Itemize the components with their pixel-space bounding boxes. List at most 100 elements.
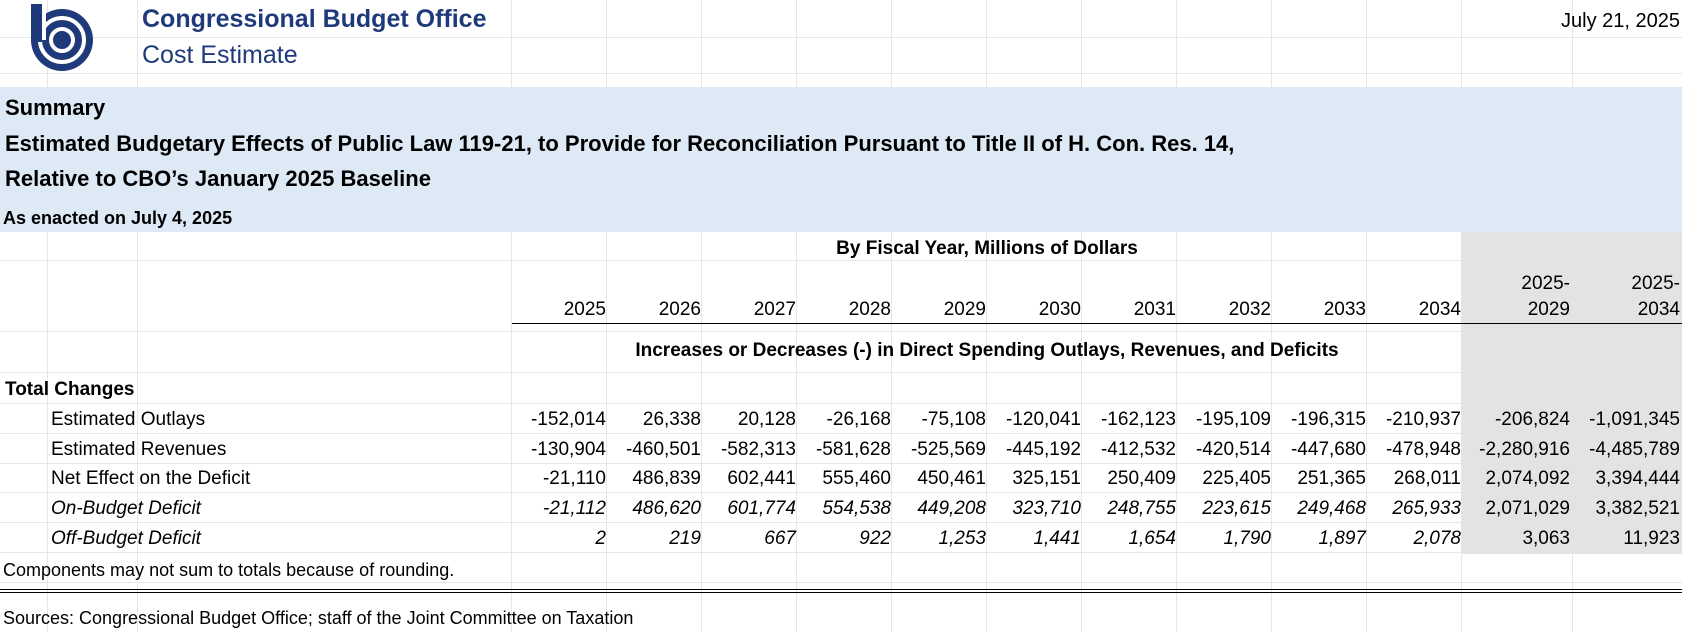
table-cell: 555,460 <box>822 468 891 489</box>
table-cell: 2,071,029 <box>1485 498 1570 519</box>
row-label: Off-Budget Deficit <box>51 528 201 549</box>
year-header: 2027 <box>753 299 796 320</box>
table-cell: 251,365 <box>1297 468 1366 489</box>
grid-col <box>1081 0 1082 632</box>
grid-col <box>47 0 48 632</box>
table-cell: 325,151 <box>1012 468 1081 489</box>
table-cell: -206,824 <box>1494 409 1570 430</box>
summary-band <box>0 87 1682 232</box>
table-cell: -1,091,345 <box>1589 409 1680 430</box>
doc-date: July 21, 2025 <box>1561 10 1680 32</box>
grid-col <box>986 0 987 632</box>
grid-row <box>0 492 1682 493</box>
cbo-logo-icon <box>24 2 96 72</box>
row-label: On-Budget Deficit <box>51 498 201 519</box>
table-cell: 486,839 <box>632 468 701 489</box>
rounding-note: Components may not sum to totals because… <box>3 560 455 580</box>
total-changes-label: Total Changes <box>5 379 135 400</box>
table-cell: -120,041 <box>1005 409 1081 430</box>
table-cell: 1,253 <box>938 528 986 549</box>
table-cell: -412,532 <box>1100 439 1176 460</box>
table-cell: 602,441 <box>727 468 796 489</box>
table-cell: 2,074,092 <box>1485 468 1570 489</box>
grid-row <box>0 37 1682 38</box>
table-cell: 2,078 <box>1413 528 1461 549</box>
table-cell: -152,014 <box>530 409 606 430</box>
year-header: 2025- 2034 <box>1631 273 1680 320</box>
table-cell: 223,615 <box>1202 498 1271 519</box>
grid-row <box>0 260 1682 261</box>
footer-rule <box>0 592 1682 593</box>
summary-title-line-1: Estimated Budgetary Effects of Public La… <box>5 131 1235 156</box>
header-rule <box>512 323 1682 324</box>
table-cell: 1,790 <box>1223 528 1271 549</box>
grid-col <box>1271 0 1272 632</box>
year-header: 2030 <box>1038 299 1081 320</box>
grid-row <box>0 552 1682 553</box>
table-cell: -445,192 <box>1005 439 1081 460</box>
table-cell: 1,654 <box>1128 528 1176 549</box>
year-header: 2025 <box>563 299 606 320</box>
sources-note: Sources: Congressional Budget Office; st… <box>3 608 634 628</box>
doc-type: Cost Estimate <box>142 41 298 69</box>
grid-row <box>0 331 1682 332</box>
grid-row <box>0 403 1682 404</box>
row-label: Estimated Revenues <box>51 439 227 460</box>
year-header: 2033 <box>1323 299 1366 320</box>
grid-col <box>701 0 702 632</box>
table-cell: -478,948 <box>1385 439 1461 460</box>
increases-title: Increases or Decreases (-) in Direct Spe… <box>635 340 1339 361</box>
table-cell: 486,620 <box>632 498 701 519</box>
enacted-date: As enacted on July 4, 2025 <box>3 208 233 228</box>
table-cell: -525,569 <box>910 439 986 460</box>
grid-row <box>0 463 1682 464</box>
grid-row <box>0 582 1682 583</box>
table-cell: -21,110 <box>542 468 606 489</box>
footer-rule <box>0 589 1682 590</box>
table-cell: 3,063 <box>1522 528 1570 549</box>
table-cell: -420,514 <box>1195 439 1271 460</box>
table-cell: -460,501 <box>625 439 701 460</box>
table-cell: 3,382,521 <box>1595 498 1680 519</box>
table-cell: -582,313 <box>720 439 796 460</box>
table-cell: 450,461 <box>917 468 986 489</box>
grid-col <box>137 0 138 632</box>
table-cell: 667 <box>764 528 796 549</box>
row-label: Estimated Outlays <box>51 409 206 430</box>
table-cell: -21,112 <box>542 498 606 519</box>
table-cell: 3,394,444 <box>1595 468 1680 489</box>
summary-title-line-2: Relative to CBO’s January 2025 Baseline <box>5 166 431 191</box>
table-cell: 1,441 <box>1033 528 1081 549</box>
summary-heading: Summary <box>5 95 106 120</box>
grid-col <box>511 0 512 632</box>
table-cell: -447,680 <box>1290 439 1366 460</box>
table-cell: 225,405 <box>1202 468 1271 489</box>
table-cell: 248,755 <box>1107 498 1176 519</box>
table-cell: 268,011 <box>1393 468 1461 489</box>
grid-row <box>0 372 1682 373</box>
fiscal-year-title: By Fiscal Year, Millions of Dollars <box>836 238 1138 259</box>
row-label: Net Effect on the Deficit <box>51 468 251 489</box>
table-cell: 250,409 <box>1107 468 1176 489</box>
table-cell: 26,338 <box>642 409 701 430</box>
table-cell: 1,897 <box>1318 528 1366 549</box>
table-cell: -195,109 <box>1195 409 1271 430</box>
table-cell: -4,485,789 <box>1589 439 1680 460</box>
table-cell: 2 <box>595 528 606 549</box>
grid-col <box>796 0 797 632</box>
grid-row <box>0 433 1682 434</box>
grid-col <box>1366 0 1367 632</box>
table-cell: 20,128 <box>737 409 796 430</box>
org-name: Congressional Budget Office <box>142 5 487 33</box>
grid-row <box>0 73 1682 74</box>
table-cell: -581,628 <box>815 439 891 460</box>
table-cell: 323,710 <box>1012 498 1081 519</box>
year-header: 2025- 2029 <box>1521 273 1570 320</box>
year-header: 2028 <box>848 299 891 320</box>
grid-row <box>0 522 1682 523</box>
grid-col <box>1461 0 1462 632</box>
table-cell: 249,468 <box>1297 498 1366 519</box>
table-cell: 11,923 <box>1623 528 1680 549</box>
grid-col <box>891 0 892 632</box>
year-header: 2026 <box>658 299 701 320</box>
